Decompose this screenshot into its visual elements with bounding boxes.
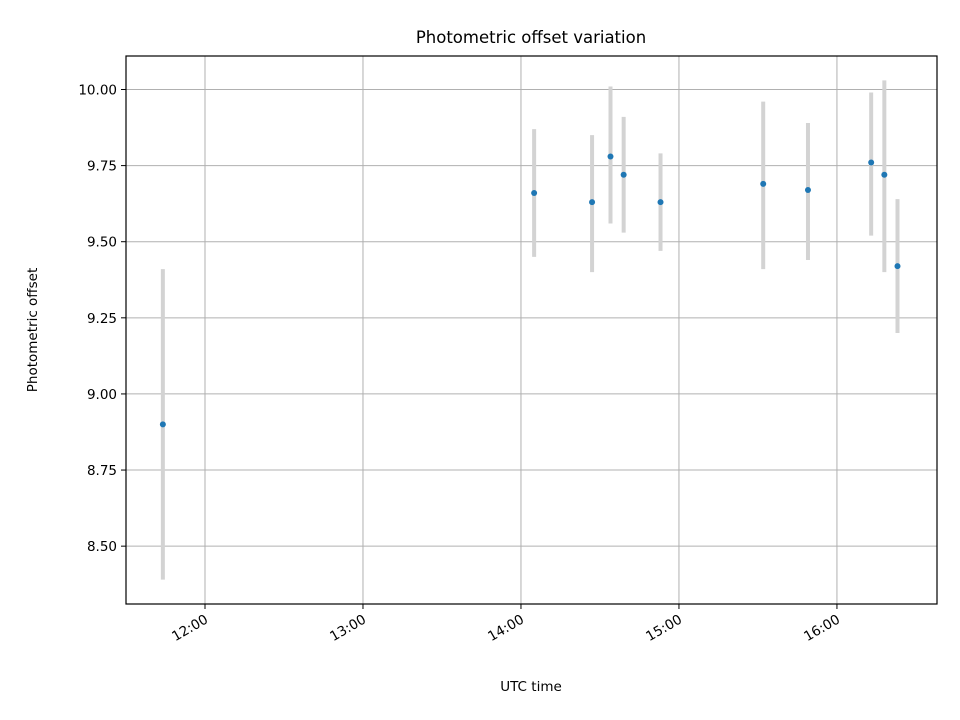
y-axis-label: Photometric offset: [25, 268, 41, 392]
data-point: [881, 171, 888, 178]
x-tick-label: 14:00: [485, 612, 527, 645]
axis-ticks: 8.50 8.75 9.00 9.25 9.50 9.75 10.00 12:00 13:00 1…: [78, 82, 843, 644]
data-point: [620, 171, 627, 178]
data-point: [589, 199, 596, 206]
x-axis-label: UTC time: [500, 679, 562, 695]
data-point: [894, 263, 901, 270]
y-tick-label: 9.50: [87, 235, 117, 251]
data-point: [657, 199, 664, 206]
y-tick-label: 9.25: [87, 311, 117, 327]
x-tick-label: 12:00: [169, 612, 211, 645]
data-point: [760, 180, 767, 187]
data-point: [868, 159, 875, 166]
data-point: [607, 153, 614, 160]
x-tick-label: 16:00: [801, 612, 843, 645]
y-tick-label: 8.50: [87, 539, 117, 555]
x-tick-label: 15:00: [643, 612, 685, 645]
y-tick-label: 8.75: [87, 463, 117, 479]
error-bars: [160, 80, 900, 580]
x-tick-label: 13:00: [327, 612, 369, 645]
data-points: [159, 153, 901, 428]
grid-layer: [126, 56, 937, 604]
data-point: [159, 421, 166, 428]
chart-title: Photometric offset variation: [416, 28, 646, 47]
plot-frame: [125, 55, 938, 605]
data-point: [804, 186, 811, 193]
data-point: [531, 190, 538, 196]
y-tick-label: 10.00: [78, 82, 117, 98]
y-tick-label: 9.00: [87, 387, 117, 403]
y-tick-label: 9.75: [87, 159, 117, 175]
